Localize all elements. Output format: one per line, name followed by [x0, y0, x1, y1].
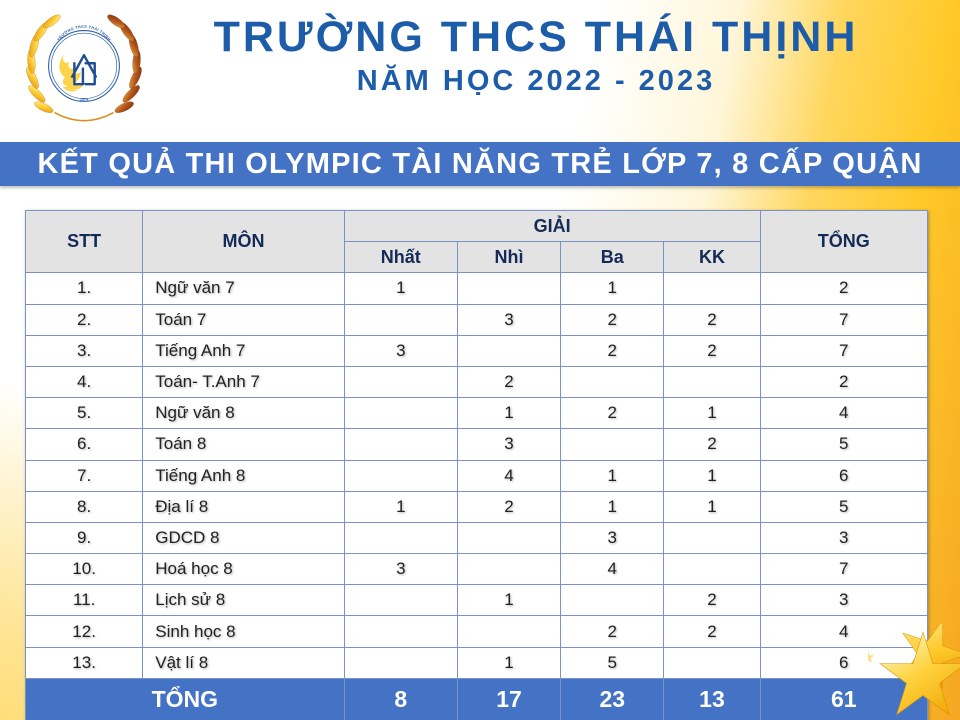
svg-text:1974: 1974: [80, 97, 89, 101]
